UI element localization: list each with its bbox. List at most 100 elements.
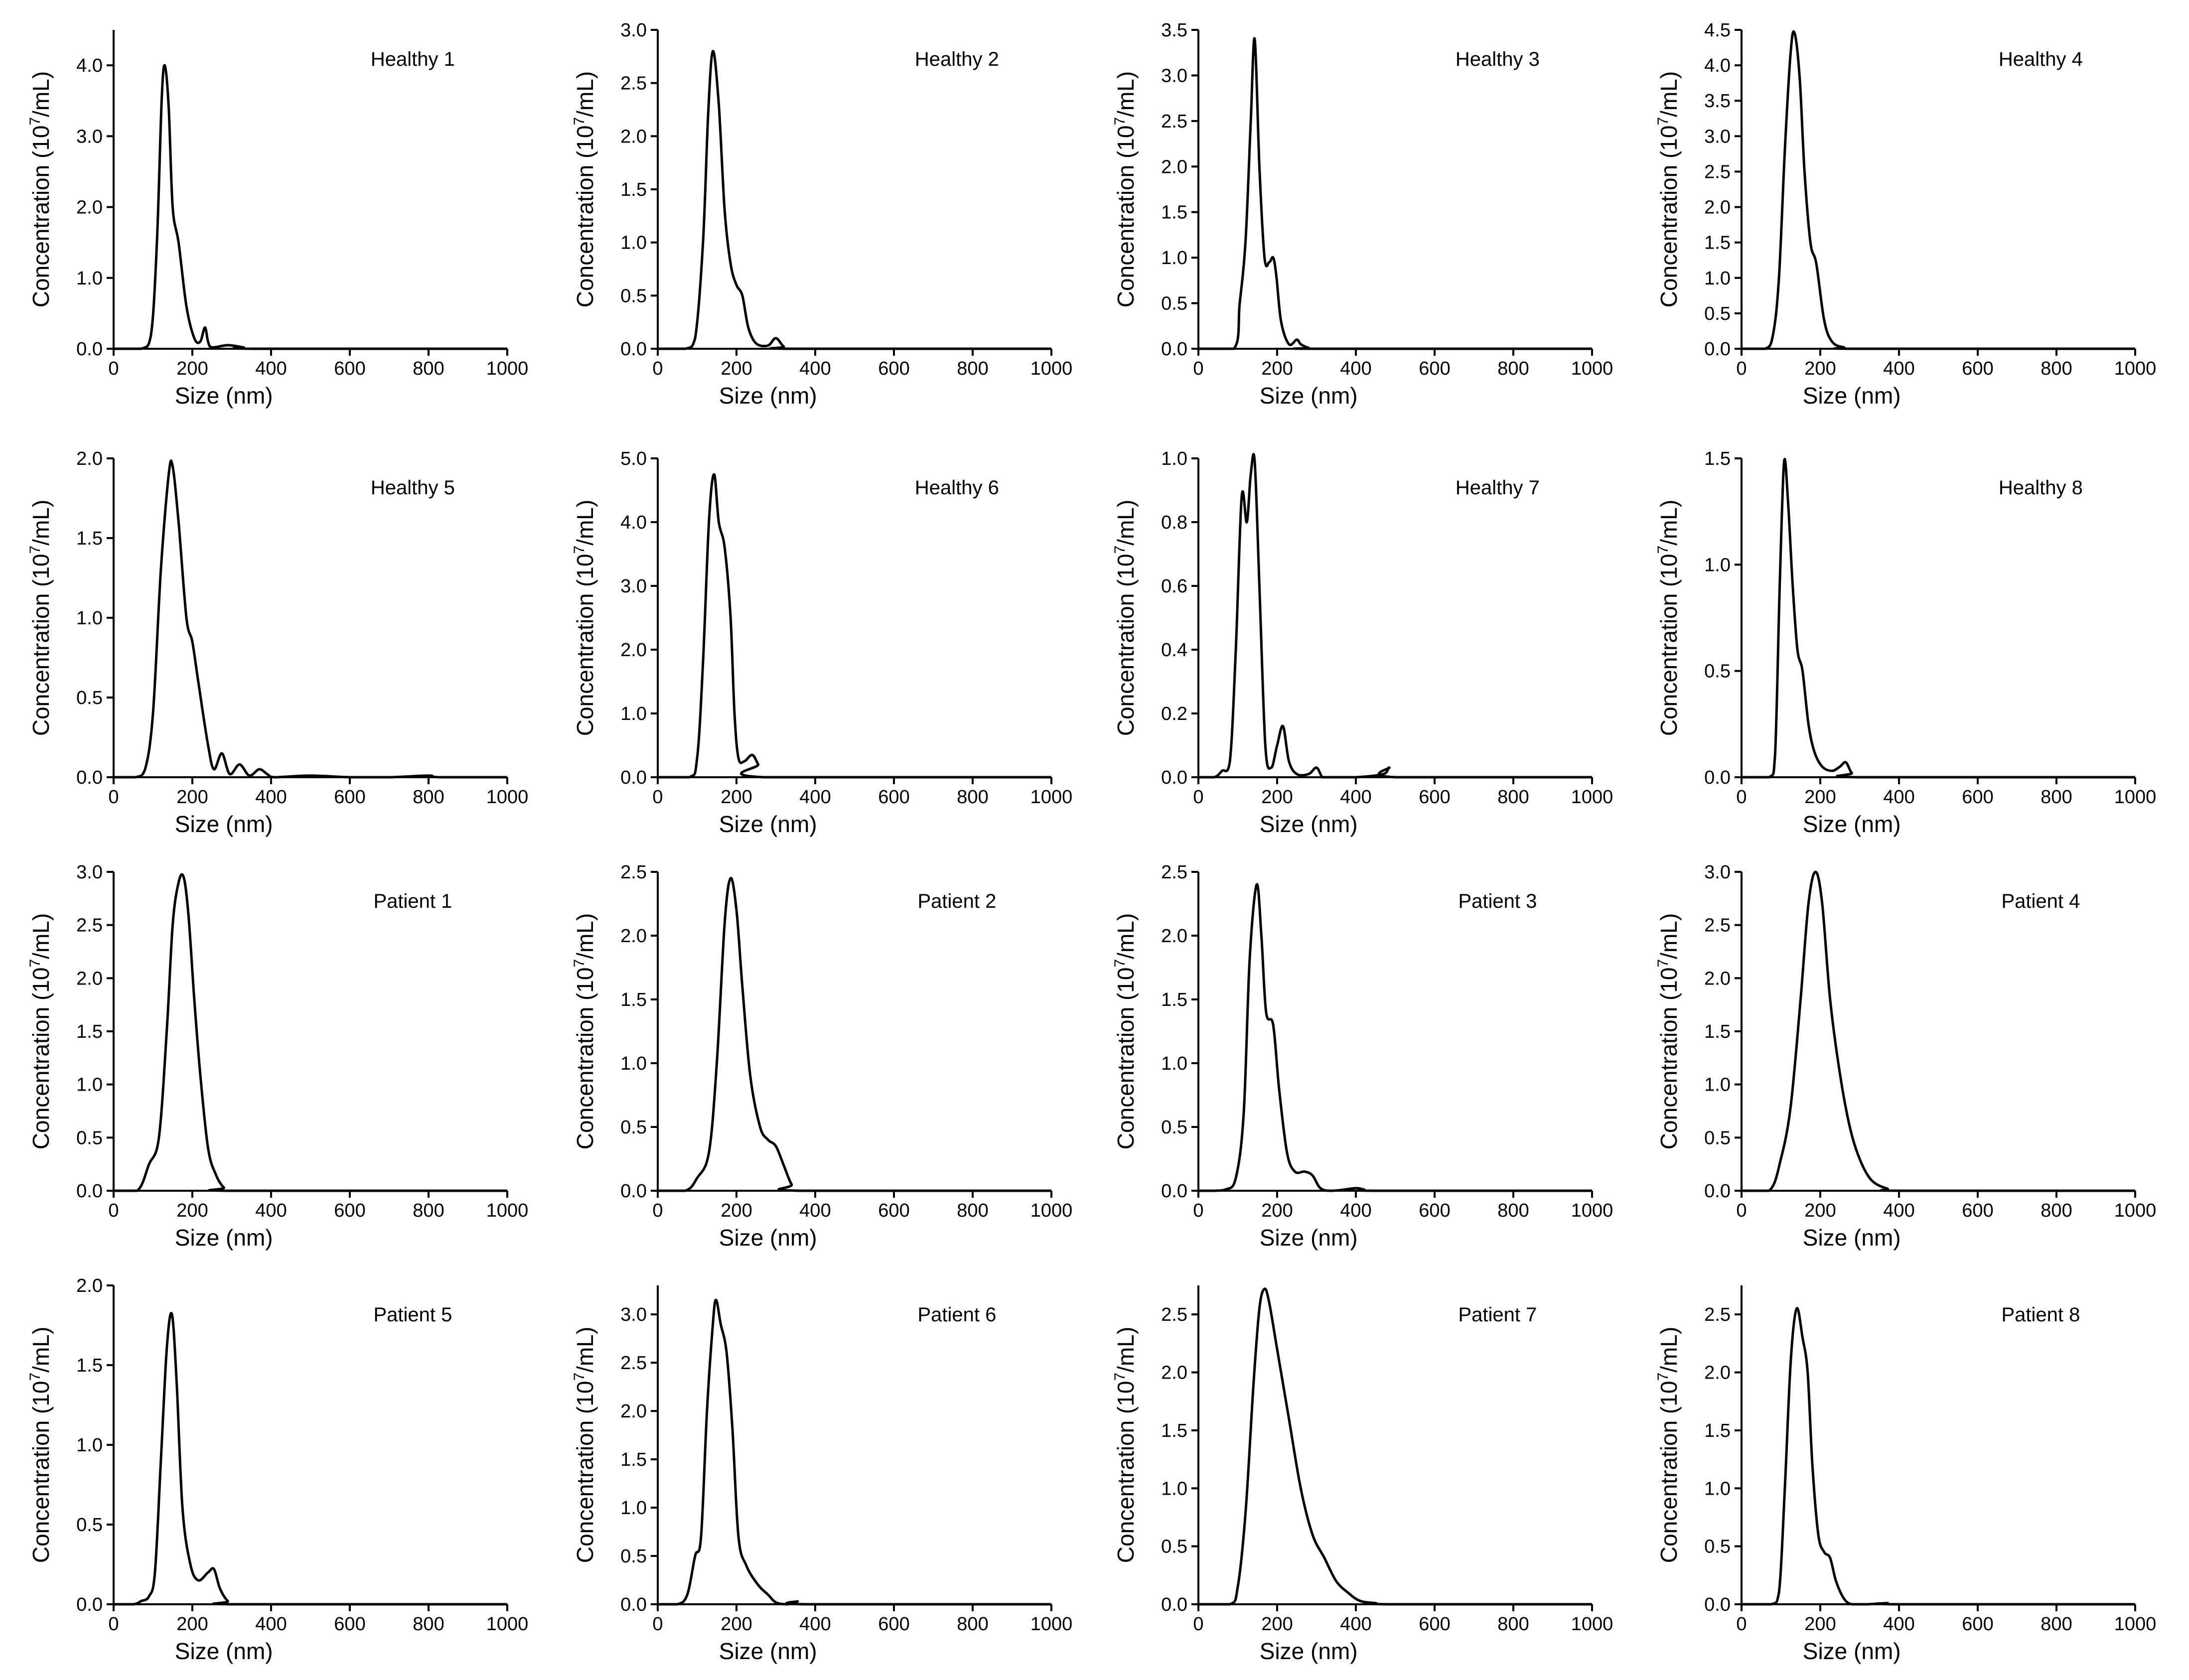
y-tick-label: 1.0	[1704, 268, 1731, 289]
y-tick-label: 1.0	[76, 608, 103, 629]
x-tick-label: 1000	[486, 358, 529, 379]
x-tick-label: 0	[1736, 358, 1747, 379]
x-tick-label: 600	[878, 1614, 909, 1635]
panel-healthy-4: 0 200 400 600 800 1000 0.0 0.5 1.0 1.5 2.0 2.5 3.0 3.…	[1655, 20, 2156, 409]
y-tick-label: 0.6	[1161, 576, 1187, 597]
y-tick-label: 3.0	[620, 1304, 647, 1325]
y-tick-label: 1.0	[620, 703, 647, 724]
size-distribution-curve	[658, 50, 1051, 350]
x-tick-label: 800	[1497, 787, 1529, 808]
x-tick-label: 200	[1261, 787, 1293, 808]
y-tick-label: 2.5	[620, 73, 647, 94]
y-tick-label: 3.0	[620, 576, 647, 597]
y-tick-label: 1.0	[1704, 1075, 1731, 1096]
y-tick-label: 1.0	[1161, 448, 1187, 469]
y-tick-label: 2.0	[1161, 156, 1187, 177]
x-tick-label: 600	[334, 358, 365, 379]
x-tick-label: 600	[878, 1200, 909, 1221]
y-tick-label: 3.0	[620, 20, 647, 41]
x-tick-label: 1000	[2114, 1200, 2157, 1221]
y-tick-label: 1.5	[1704, 448, 1731, 469]
x-tick-label: 1000	[1571, 787, 1613, 808]
y-tick-label: 3.5	[1704, 91, 1731, 112]
x-tick-label: 400	[799, 1200, 831, 1221]
y-axis-label: Concentration (107/mL)	[1112, 913, 1139, 1149]
y-axis-label: Concentration (107/mL)	[1655, 71, 1682, 307]
x-axis-label: Size (nm)	[1260, 1638, 1358, 1664]
y-tick-label: 0.5	[620, 1546, 647, 1567]
panel-title: Patient 5	[373, 1304, 452, 1326]
y-tick-label: 0.5	[1161, 293, 1187, 314]
y-axis-label: Concentration (107/mL)	[1655, 500, 1682, 736]
y-tick-label: 2.5	[620, 862, 647, 883]
y-tick-label: 0.5	[620, 1117, 647, 1138]
x-axis-label: Size (nm)	[1260, 1225, 1358, 1251]
y-tick-label: 1.5	[620, 1449, 647, 1470]
y-tick-label: 2.0	[620, 1401, 647, 1422]
y-tick-label: 1.5	[76, 1355, 103, 1376]
y-tick-label: 1.5	[1704, 1420, 1731, 1441]
y-tick-label: 2.0	[76, 448, 103, 469]
y-tick-label: 1.5	[76, 528, 103, 549]
y-tick-label: 0.5	[1161, 1537, 1187, 1557]
x-tick-label: 0	[652, 787, 663, 808]
panel-title: Healthy 4	[1999, 48, 2083, 70]
x-tick-label: 200	[1804, 1200, 1836, 1221]
y-tick-label: 2.0	[620, 926, 647, 947]
y-tick-label: 2.0	[1704, 968, 1731, 989]
y-tick-label: 1.0	[1161, 248, 1187, 269]
size-distribution-curve	[1198, 883, 1592, 1192]
y-axis-label: Concentration (107/mL)	[27, 500, 54, 736]
x-tick-label: 0	[1736, 1614, 1747, 1635]
panel-title: Healthy 8	[1999, 477, 2083, 499]
y-tick-label: 2.5	[76, 915, 103, 936]
x-tick-label: 0	[108, 1200, 119, 1221]
y-tick-label: 2.0	[1704, 197, 1731, 218]
y-tick-label: 2.0	[1704, 1363, 1731, 1384]
x-tick-label: 1000	[1571, 1200, 1613, 1221]
y-tick-label: 2.5	[1161, 1304, 1187, 1325]
x-axis-label: Size (nm)	[175, 1225, 273, 1251]
size-distribution-curve	[658, 473, 1051, 779]
x-axis-label: Size (nm)	[175, 383, 273, 409]
y-axis-label: Concentration (107/mL)	[1655, 913, 1682, 1149]
x-tick-label: 0	[108, 1614, 119, 1635]
x-tick-label: 400	[255, 1614, 287, 1635]
y-tick-label: 2.0	[1161, 926, 1187, 947]
x-axis-label: Size (nm)	[719, 811, 817, 837]
x-tick-label: 600	[334, 787, 365, 808]
y-tick-label: 0.0	[76, 767, 103, 788]
y-tick-label: 0.0	[620, 1594, 647, 1615]
panel-healthy-3: 0 200 400 600 800 1000 0.0 0.5 1.0 1.5 2.0 2.5 3.0 3.…	[1112, 20, 1613, 409]
x-axis-label: Size (nm)	[719, 383, 817, 409]
y-axis-label: Concentration (107/mL)	[571, 71, 598, 307]
y-axis-label: Concentration (107/mL)	[27, 1327, 54, 1563]
x-tick-label: 200	[1804, 1614, 1836, 1635]
x-tick-label: 200	[721, 787, 752, 808]
y-tick-label: 0.0	[1704, 1181, 1731, 1202]
panel-title: Patient 1	[373, 890, 452, 912]
y-tick-label: 0.0	[1161, 767, 1187, 788]
x-tick-label: 400	[1883, 1200, 1914, 1221]
x-tick-label: 600	[1962, 358, 1993, 379]
y-tick-label: 1.0	[620, 233, 647, 254]
x-axis-label: Size (nm)	[1803, 811, 1901, 837]
y-tick-label: 0.0	[620, 339, 647, 360]
x-tick-label: 400	[255, 358, 287, 379]
size-distribution-curve	[1742, 1307, 2135, 1606]
x-tick-label: 400	[799, 787, 831, 808]
y-tick-label: 0.5	[1704, 661, 1731, 682]
x-tick-label: 800	[2041, 1614, 2072, 1635]
y-tick-label: 1.5	[76, 1021, 103, 1042]
x-tick-label: 800	[413, 1614, 444, 1635]
y-axis-label: Concentration (107/mL)	[1112, 71, 1139, 307]
y-tick-label: 0.5	[76, 688, 103, 708]
x-tick-label: 1000	[486, 1200, 529, 1221]
x-tick-label: 1000	[1030, 1614, 1073, 1635]
y-tick-label: 0.5	[1704, 1127, 1731, 1148]
x-tick-label: 200	[1261, 358, 1293, 379]
x-tick-label: 800	[413, 358, 444, 379]
y-tick-label: 1.0	[76, 1435, 103, 1456]
x-tick-label: 1000	[2114, 1614, 2157, 1635]
x-tick-label: 400	[799, 1614, 831, 1635]
